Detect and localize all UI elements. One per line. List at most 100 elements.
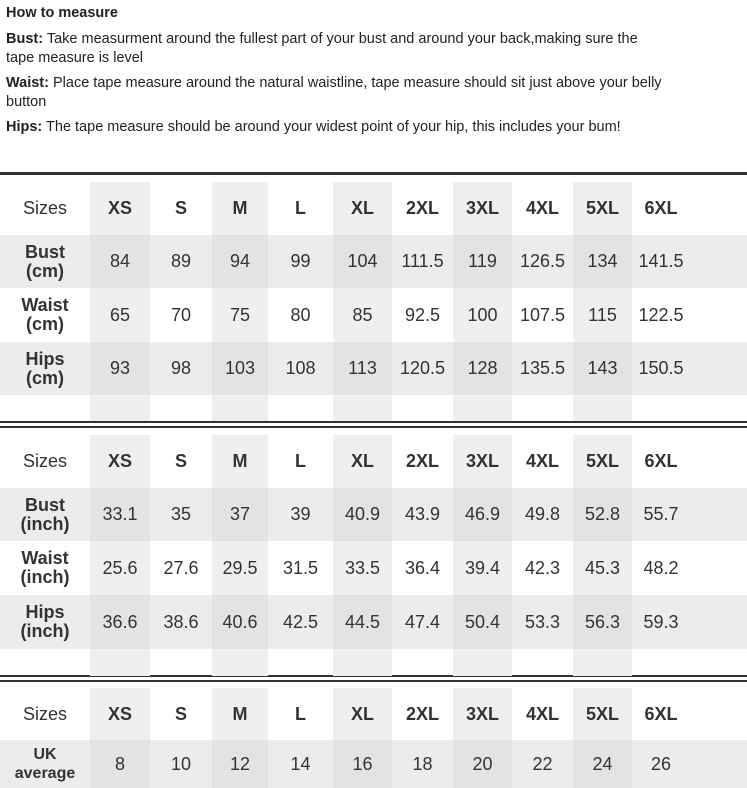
value-cell: 42.5 [268, 595, 333, 649]
table-row: Hips (cm) 93 98 103 108 113 120.5 128 135.5 143 150… [0, 342, 747, 395]
value-cell: 36.6 [90, 595, 150, 649]
header-row: Sizes XS S M L XL 2XL 3XL 4XL 5XL 6XL [0, 688, 747, 740]
row-label-line: (cm) [25, 367, 64, 388]
empty-cell [512, 649, 573, 676]
table-row: UK average 8 10 12 14 16 18 20 22 24 26 [0, 740, 747, 788]
divider [0, 426, 747, 428]
intro-title: How to measure [6, 5, 118, 21]
value-cell: 18 [392, 740, 453, 788]
value-cell: 104 [333, 235, 392, 288]
value-cell: 25.6 [90, 541, 150, 595]
divider [0, 421, 747, 423]
row-label: Bust (inch) [0, 488, 90, 541]
value-cell: 44.5 [333, 595, 392, 649]
value-cell: 100 [453, 288, 512, 342]
value-cell: 113 [333, 342, 392, 395]
row-label-line: (cm) [25, 260, 64, 281]
size-header: 5XL [573, 182, 632, 235]
row-label: Bust (cm) [0, 235, 90, 288]
empty-cell [90, 649, 150, 676]
value-cell: 39.4 [453, 541, 512, 595]
empty-cell [632, 649, 690, 676]
row-label: Hips (inch) [0, 595, 90, 649]
value-cell: 126.5 [512, 235, 573, 288]
size-header: 3XL [453, 182, 512, 235]
value-cell: 52.8 [573, 488, 632, 541]
value-cell: 80 [290, 304, 311, 325]
empty-cell [690, 288, 747, 342]
blank-row [0, 395, 747, 421]
value-cell: 24 [573, 740, 632, 788]
value-cell: 94 [212, 235, 268, 288]
row-label: Hips (cm) [0, 342, 90, 395]
empty-cell [333, 395, 392, 421]
size-header: XS [90, 435, 150, 488]
size-header: 5XL [573, 435, 632, 488]
header-row: Sizes XS S M L XL 2XL 3XL 4XL 5XL 6XL [0, 182, 747, 235]
row-label-line: Bust [25, 241, 65, 262]
empty-cell [690, 488, 747, 541]
value-cell: 43.9 [392, 488, 453, 541]
size-header: 6XL [644, 703, 678, 724]
row-label-line: Waist [21, 548, 69, 568]
value-cell: 14 [268, 740, 333, 788]
empty-cell [573, 395, 632, 421]
value-cell: 107.5 [519, 304, 566, 325]
empty-cell [392, 395, 453, 421]
sizes-label: Sizes [22, 451, 67, 471]
empty-cell [268, 649, 333, 676]
value-cell: 38.6 [150, 595, 212, 649]
value-cell: 120.5 [392, 342, 453, 395]
empty-cell [212, 395, 268, 421]
value-cell: 53.3 [512, 595, 573, 649]
empty-cell [150, 395, 212, 421]
value-cell: 122.5 [638, 304, 684, 325]
value-cell: 40.6 [212, 595, 268, 649]
value-cell: 27.6 [163, 557, 199, 578]
hips-instruction: Hips: The tape measure should be around … [6, 119, 621, 135]
empty-cell [690, 595, 747, 649]
empty-cell [690, 541, 747, 595]
value-cell: 22 [512, 740, 573, 788]
value-cell: 37 [212, 488, 268, 541]
waist-instruction: Waist: Place tape measure around the nat… [6, 75, 662, 110]
size-header: 2XL [405, 198, 439, 218]
size-header: S [174, 451, 187, 471]
empty-cell [512, 395, 573, 421]
size-header: 4XL [525, 451, 559, 471]
size-table-cm: Sizes XS S M L XL 2XL 3XL 4XL 5XL 6XL Bust (cm) 84 89 9… [0, 182, 747, 421]
divider [0, 675, 747, 677]
divider [0, 172, 747, 175]
value-cell: 84 [90, 235, 150, 288]
size-header: 3XL [453, 688, 512, 740]
size-header: 2XL [405, 703, 439, 724]
size-header: M [212, 435, 268, 488]
empty-cell [690, 235, 747, 288]
size-table-inch: Sizes XS S M L XL 2XL 3XL 4XL 5XL 6XL Bust (inch) 33.… [0, 435, 747, 676]
value-cell: 36.4 [404, 557, 441, 578]
size-table-uk: Sizes XS S M L XL 2XL 3XL 4XL 5XL 6XL UK average 8 10 1… [0, 688, 747, 788]
row-label: Waist (cm) [0, 288, 90, 342]
bust-instruction: Bust: Take measurment around the fullest… [6, 31, 638, 66]
size-header: M [212, 182, 268, 235]
blank-row [0, 649, 747, 676]
value-cell: 48.2 [643, 557, 679, 578]
value-cell: 45.3 [573, 541, 632, 595]
row-label-line: average [14, 765, 76, 782]
value-cell: 56.3 [573, 595, 632, 649]
value-cell: 42.3 [524, 557, 561, 578]
sizes-label: Sizes [22, 703, 67, 724]
empty-cell [0, 649, 90, 676]
empty-cell [0, 395, 90, 421]
size-header: XL [333, 182, 392, 235]
row-label: UK average [0, 740, 90, 788]
table-row: Bust (inch) 33.1 35 37 39 40.9 43.9 46.9 49.8 52.8… [0, 488, 747, 541]
size-header: 6XL [644, 198, 678, 218]
empty-cell [150, 649, 212, 676]
size-header: XS [90, 688, 150, 740]
value-cell: 128 [453, 342, 512, 395]
value-cell: 12 [212, 740, 268, 788]
row-label-line: (cm) [25, 314, 64, 334]
header-row: Sizes XS S M L XL 2XL 3XL 4XL 5XL 6XL [0, 435, 747, 488]
value-cell: 8 [90, 740, 150, 788]
